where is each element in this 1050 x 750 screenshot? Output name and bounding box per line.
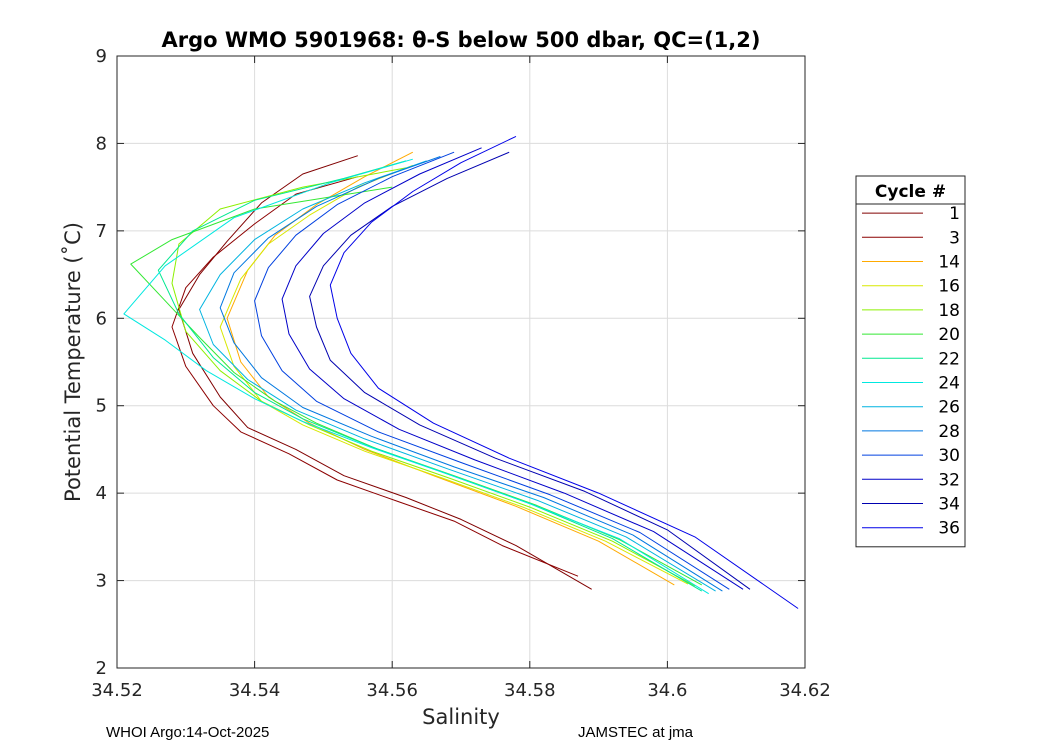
x-tick-label: 34.58 [504,680,556,701]
legend-label: 14 [938,253,960,273]
legend-label: 22 [938,349,960,369]
series-line-cycle-20 [130,186,703,586]
x-tick-label: 34.62 [779,680,831,701]
series-line-cycle-24 [123,158,709,595]
plot-frame [116,55,806,669]
y-tick-label: 2 [96,658,107,679]
x-tick-label: 34.54 [229,680,281,701]
legend-label: 3 [949,228,960,248]
series-line-cycle-34 [309,151,751,590]
series-line-cycle-1 [178,155,592,590]
y-tick-label: 6 [96,308,107,329]
x-axis-label: Salinity [422,705,500,729]
legend-label: 1 [949,204,960,224]
legend-label: 18 [938,301,960,321]
series-line-cycle-3 [171,176,579,577]
series-line-cycle-30 [254,151,730,590]
series-line-cycle-26 [199,160,716,592]
series-line-cycle-32 [281,147,744,590]
series-line-cycle-28 [219,156,723,592]
series-line-cycle-16 [219,164,689,585]
legend: Cycle #1 3 14 16 18 20 22 24 26 28 30 32 34 36 [855,175,966,548]
legend-label: 26 [938,398,960,418]
y-tick-label: 9 [96,46,107,67]
x-tick-label: 34.52 [91,680,143,701]
legend-label: 28 [938,422,960,442]
legend-label: 24 [938,374,960,394]
y-axis-label: Potential Temperature (˚C) [61,222,85,502]
y-tick-label: 5 [96,396,107,417]
y-tick-label: 8 [96,133,107,154]
series-line-cycle-18 [171,167,696,587]
legend-label: 20 [938,325,960,345]
legend-label: 30 [938,446,960,466]
legend-label: 32 [938,470,960,490]
y-tick-label: 7 [96,221,107,242]
x-tick-label: 34.56 [366,680,418,701]
legend-label: 34 [938,495,960,515]
series-line-cycle-36 [329,135,799,609]
y-tick-label: 4 [96,483,107,504]
legend-title: Cycle # [875,182,946,202]
legend-label: 36 [938,519,960,539]
y-tick-label: 3 [96,571,107,592]
footer-left: WHOI Argo:14-Oct-2025 [106,724,270,741]
x-tick-label: 34.6 [647,680,687,701]
legend-label: 16 [938,277,960,297]
footer-right: JAMSTEC at jma [578,724,694,741]
series-line-cycle-14 [226,151,675,586]
chart-title: Argo WMO 5901968: θ-S below 500 dbar, QC… [162,28,761,52]
